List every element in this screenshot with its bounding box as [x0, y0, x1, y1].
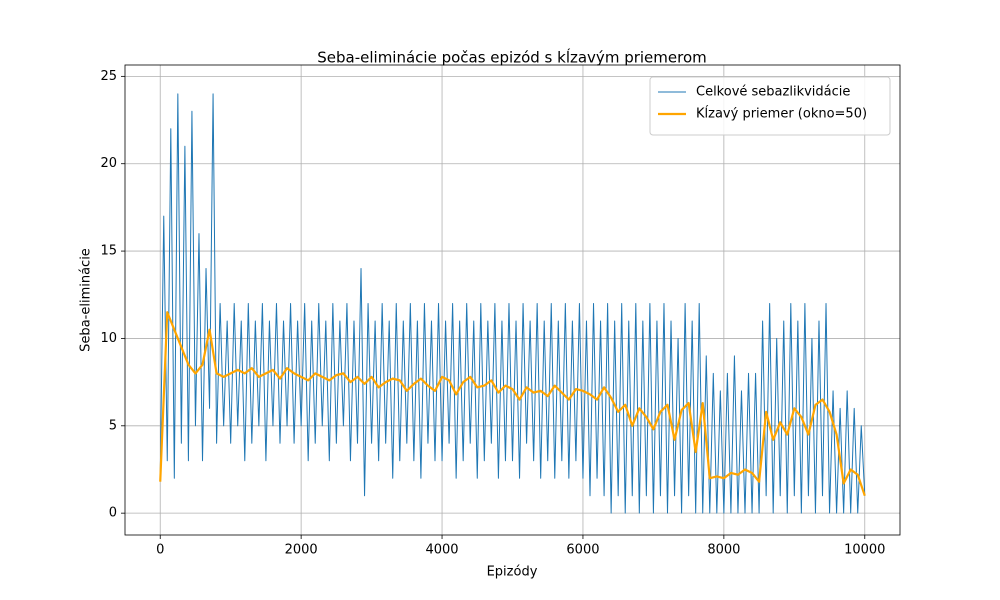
- y-tick-label: 10: [100, 331, 117, 346]
- x-tick-label: 4000: [425, 543, 458, 558]
- x-tick-label: 8000: [707, 543, 740, 558]
- y-tick-label: 25: [100, 69, 117, 84]
- y-tick-label: 5: [109, 418, 117, 433]
- line-series: [159, 311, 866, 497]
- legend-label: Kĺzavý priemer (okno=50): [696, 106, 867, 122]
- x-tick-label: 2000: [285, 543, 318, 558]
- y-tick-label: 20: [100, 156, 117, 171]
- x-axis-label: Epizódy: [487, 565, 538, 580]
- chart-title: Seba-eliminácie počas epizód s kĺzavým p…: [317, 48, 707, 67]
- y-axis-label: Seba-eliminácie: [79, 248, 94, 352]
- x-tick-label: 10000: [844, 543, 885, 558]
- y-tick-label: 15: [100, 244, 117, 259]
- line-series: [159, 93, 866, 514]
- legend-box: [649, 76, 891, 136]
- y-tick-label: 0: [109, 506, 117, 521]
- axes-frame: [124, 64, 901, 536]
- legend-label: Celkové sebazlikvidácie: [696, 85, 850, 100]
- x-tick-label: 0: [156, 543, 164, 558]
- x-tick-label: 6000: [566, 543, 599, 558]
- plot-area: [125, 65, 900, 535]
